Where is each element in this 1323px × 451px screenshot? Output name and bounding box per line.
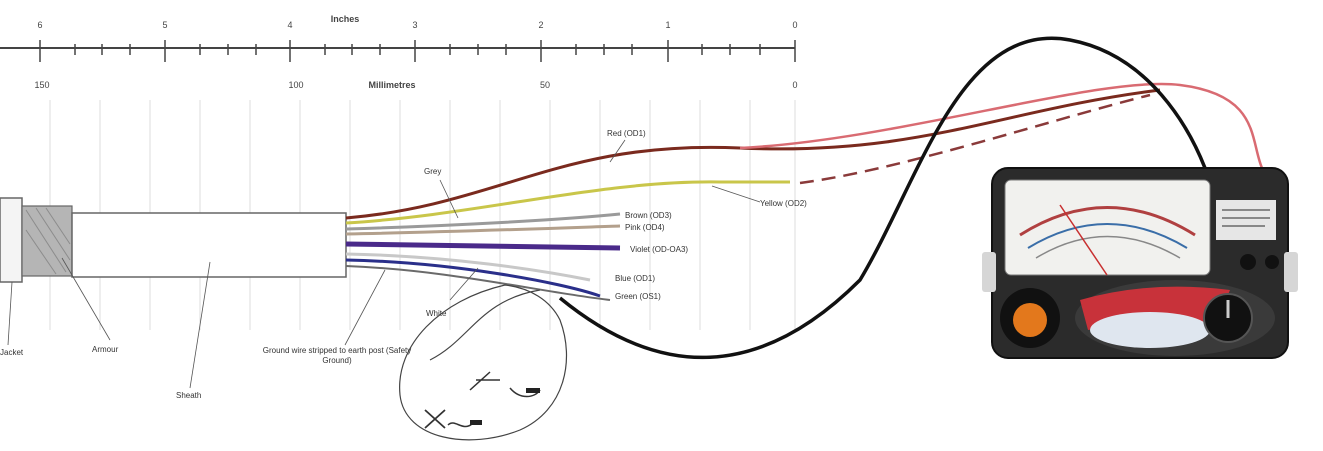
armour-label: Armour <box>92 345 119 354</box>
millimetres-units-label: Millimetres <box>368 80 415 90</box>
meter-scale-grey <box>1035 235 1181 259</box>
earth-connection <box>399 284 568 441</box>
inch-tick-label: 6 <box>37 20 42 30</box>
pink-wire-label: Pink (OD4) <box>625 223 665 232</box>
meter-side-clip-left <box>982 252 996 292</box>
green-wire <box>345 265 611 301</box>
meter-side-clip-right <box>1284 252 1298 292</box>
mm-tick-label: 100 <box>288 80 303 90</box>
green-wire-label: Green (OS1) <box>615 292 661 301</box>
cable <box>0 197 347 283</box>
armour-braid <box>25 207 71 275</box>
inch-tick-label: 4 <box>287 20 292 30</box>
meter-adjust-screw[interactable] <box>1240 254 1256 270</box>
white-wire-label: White <box>426 309 447 318</box>
sheath-label: Sheath <box>176 391 201 400</box>
meter-dial-face <box>1004 179 1211 276</box>
blue-wire <box>345 258 601 298</box>
wires <box>345 82 1264 301</box>
violet-wire <box>345 241 621 251</box>
meter-terminal[interactable] <box>1265 255 1279 269</box>
mm-tick-label: 50 <box>540 80 550 90</box>
meter-needle <box>1059 204 1108 276</box>
violet-wire-label: Violet (OD-OA3) <box>630 245 688 254</box>
black-test-lead <box>558 36 1207 359</box>
inch-tick-label: 0 <box>792 20 797 30</box>
multimeter <box>982 167 1298 359</box>
meter-info-panel <box>1216 200 1276 240</box>
blue-wire-label: Blue (OD1) <box>615 274 655 283</box>
yellow-wire-label: Yellow (OD2) <box>760 199 807 208</box>
armour <box>21 205 73 277</box>
white-wire <box>345 252 591 282</box>
red-wire-label: Red (OD1) <box>607 129 646 138</box>
mm-tick-label: 150 <box>34 80 49 90</box>
grey-wire <box>345 212 621 231</box>
ground-wire-label: Ground wire stripped to earth post (Safe… <box>262 346 412 365</box>
meter-scale-red <box>1019 206 1196 237</box>
meter-orange-knob[interactable] <box>1013 303 1047 337</box>
outer-jacket <box>0 197 23 283</box>
inches-units-label: Inches <box>331 14 360 24</box>
ground-wire-label-box: Ground wire stripped to earth post (Safe… <box>262 346 412 365</box>
mm-tick-label: 0 <box>792 80 797 90</box>
grey-wire-label: Grey <box>424 167 441 176</box>
inch-tick-label: 3 <box>412 20 417 30</box>
inch-tick-label: 5 <box>162 20 167 30</box>
brown-wire-label: Brown (OD3) <box>625 211 672 220</box>
jacket-label: Jacket <box>0 348 24 357</box>
red-wire <box>739 82 1264 169</box>
inch-tick-label: 1 <box>665 20 670 30</box>
brown-wire-short <box>345 224 621 236</box>
part-labels: Jacket Armour Sheath Ground wire strippe… <box>0 257 412 400</box>
yellow-wire <box>345 180 790 225</box>
ruler: 6 5 4 3 2 1 0 Inches 150 100 50 0 Millim… <box>0 14 798 90</box>
inch-tick-label: 2 <box>538 20 543 30</box>
wire-labels: Red (OD1) Grey Yellow (OD2) Brown (OD3) … <box>424 129 807 318</box>
dashed-lead <box>799 93 1151 185</box>
meter-scale-blue <box>1027 223 1188 249</box>
lead-tail <box>429 289 541 361</box>
meter-window <box>1090 312 1210 348</box>
